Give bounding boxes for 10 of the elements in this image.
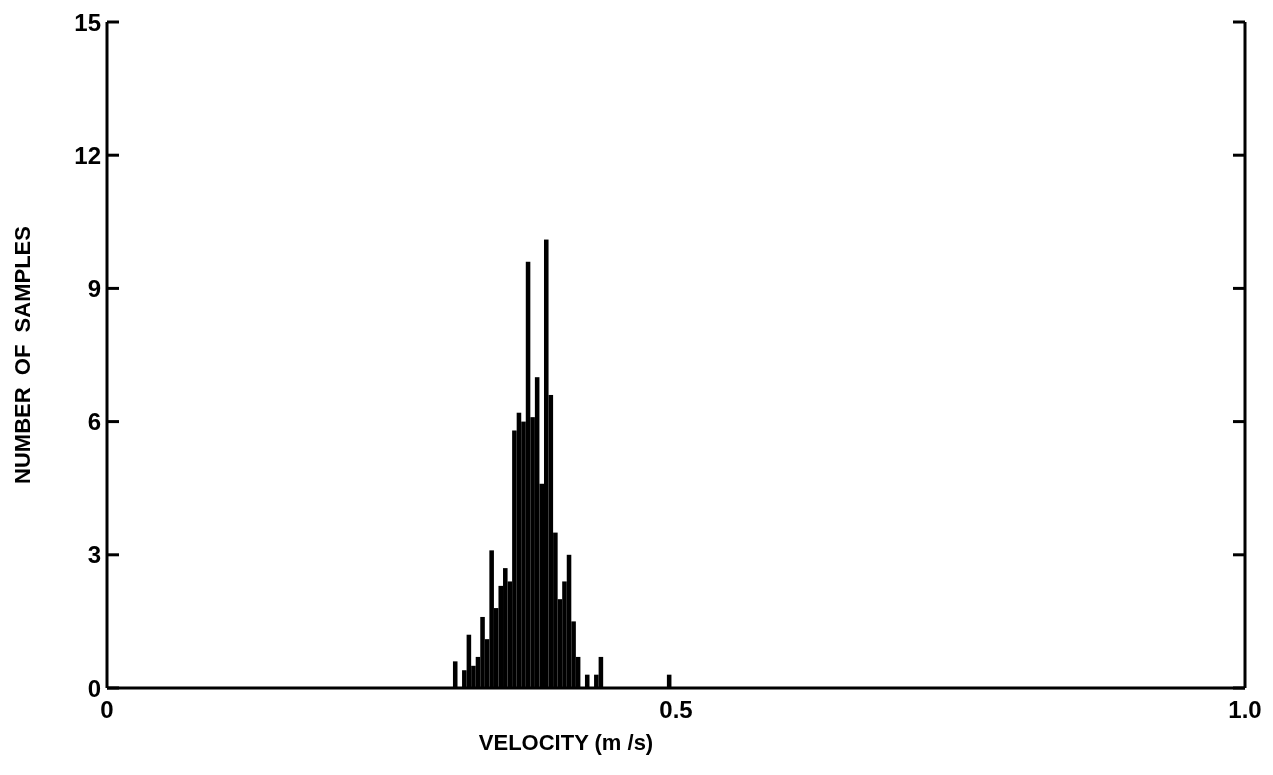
y-tick-label: 15 [74, 8, 101, 36]
y-axis-title: NUMBER OF SAMPLES [10, 226, 35, 484]
y-tick-label: 9 [87, 274, 101, 302]
y-tick-label: 12 [74, 141, 101, 169]
y-tick-label: 0 [87, 674, 101, 702]
x-tick-label: 1.0 [1228, 696, 1262, 723]
x-axis-title: VELOCITY (m /s) [478, 730, 654, 755]
x-tick-label: 0.5 [659, 696, 693, 723]
y-tick-label: 6 [87, 408, 101, 436]
y-tick-label: 3 [87, 541, 101, 569]
